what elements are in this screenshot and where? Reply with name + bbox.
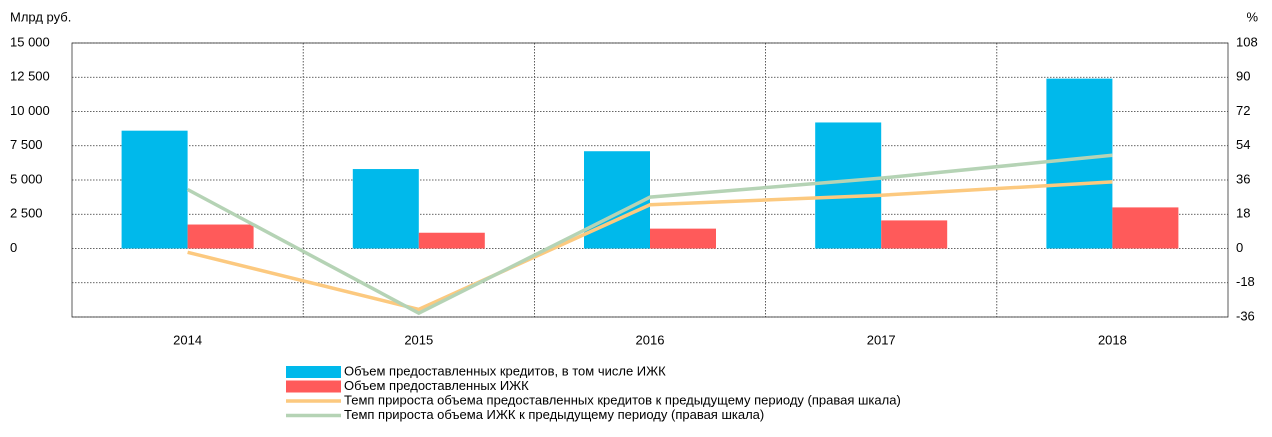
legend-swatch xyxy=(286,366,341,378)
bar xyxy=(584,151,650,249)
bar xyxy=(650,228,716,249)
x-tick-label: 2016 xyxy=(636,332,665,347)
y-tick-label: 7 500 xyxy=(10,137,43,152)
bar xyxy=(815,122,882,249)
bar xyxy=(352,169,419,249)
bar xyxy=(418,232,485,249)
x-tick-label: 2014 xyxy=(173,332,202,347)
bar xyxy=(121,130,188,249)
legend-label: Объем предоставленных кредитов, в том чи… xyxy=(344,363,666,378)
y2-tick-label: 36 xyxy=(1236,171,1250,186)
legend-label: Темп прироста объема предоставленных кре… xyxy=(344,392,901,407)
y-tick-label: 5 000 xyxy=(10,171,43,186)
bar xyxy=(881,220,948,249)
x-tick-label: 2017 xyxy=(867,332,896,347)
y2-tick-label: -36 xyxy=(1236,308,1255,323)
y-axis-label: Млрд руб. xyxy=(10,9,71,24)
y-tick-label: 12 500 xyxy=(10,69,50,84)
bar xyxy=(187,224,254,249)
y-tick-label: 15 000 xyxy=(10,34,50,49)
legend-label: Объем предоставленных ИЖК xyxy=(344,378,529,393)
y-tick-label: 10 000 xyxy=(10,103,50,118)
y2-tick-label: 90 xyxy=(1236,69,1250,84)
line-series xyxy=(187,180,1113,312)
y2-tick-label: 54 xyxy=(1236,137,1250,152)
y-tick-label: 0 xyxy=(10,240,17,255)
legend-swatch xyxy=(286,380,341,393)
plot-border xyxy=(71,42,1229,318)
y2-tick-label: 108 xyxy=(1236,34,1258,49)
line-series xyxy=(186,153,1113,316)
bar xyxy=(1112,207,1179,249)
y2-tick-label: 72 xyxy=(1236,103,1250,118)
y2-tick-label: 0 xyxy=(1236,240,1243,255)
x-tick-label: 2018 xyxy=(1098,332,1127,347)
x-tick-label: 2015 xyxy=(404,332,433,347)
y-tick-label: 2 500 xyxy=(10,206,43,221)
legend-label: Темп прироста объема ИЖК к предыдущему п… xyxy=(344,407,764,422)
bar xyxy=(1046,78,1113,249)
y2-axis-label: % xyxy=(1246,9,1258,24)
y2-tick-label: -18 xyxy=(1236,274,1255,289)
y2-tick-label: 18 xyxy=(1236,206,1250,221)
